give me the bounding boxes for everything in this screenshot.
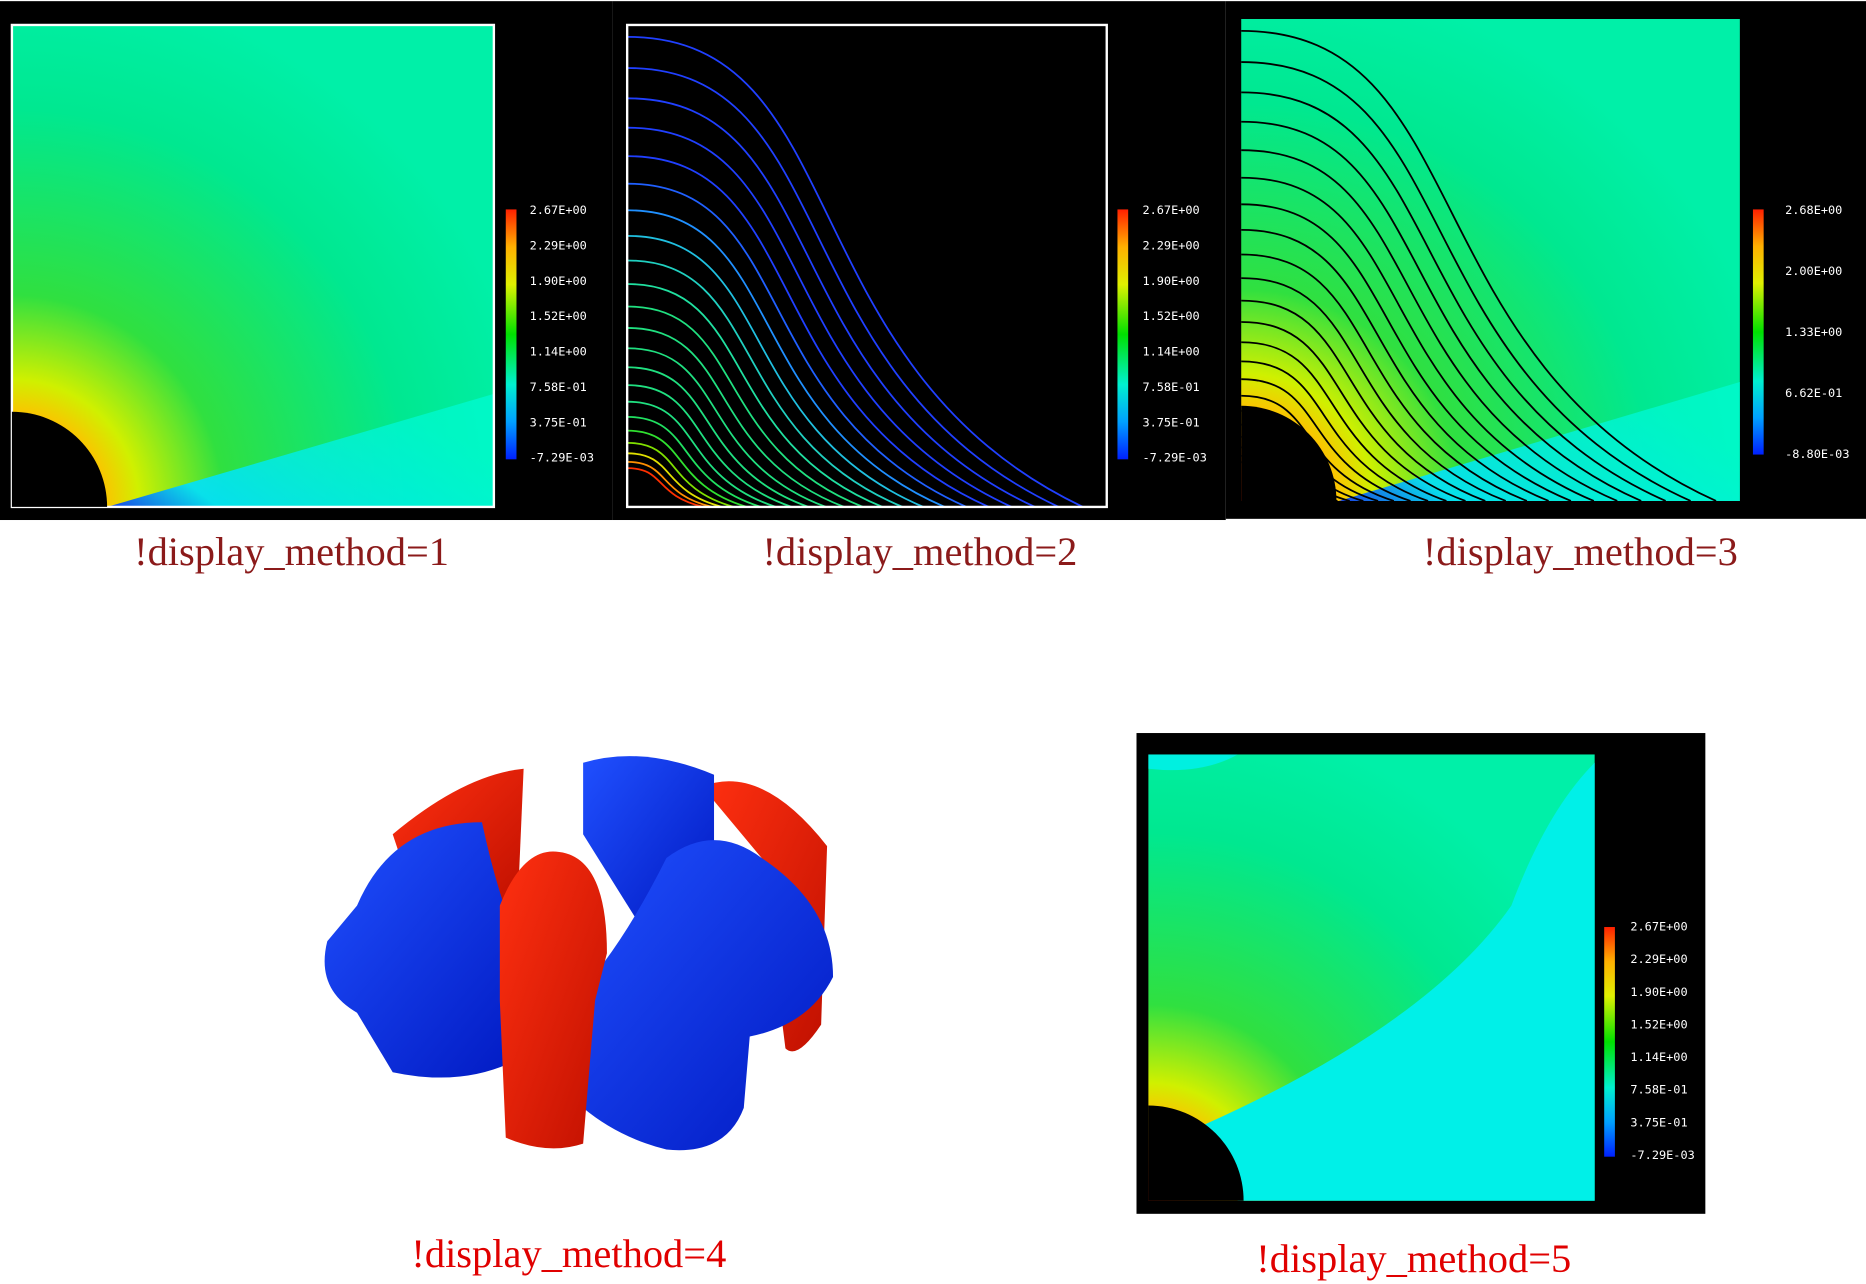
caption: !display_method=3 — [1423, 529, 1738, 574]
colorbar-label: 2.00E+00 — [1785, 264, 1842, 278]
contours — [627, 35, 1084, 508]
caption: !display_method=5 — [1256, 1236, 1571, 1281]
colorbar-label: -8.80E-03 — [1785, 447, 1849, 461]
contour-line — [1241, 360, 1429, 502]
colorbar-label: 1.14E+00 — [1630, 1050, 1687, 1064]
plot-frame — [625, 23, 1108, 509]
colorbar-label: 3.75E-01 — [1142, 415, 1199, 429]
contour-line — [1241, 91, 1667, 502]
contour-line — [1241, 378, 1411, 502]
contour-line — [627, 182, 967, 508]
contour-line — [627, 283, 883, 508]
contour-line — [627, 384, 793, 508]
contour-line — [1241, 149, 1618, 502]
contour-line — [627, 209, 946, 508]
contour-line — [1241, 321, 1466, 502]
field-low — [1201, 762, 1595, 1201]
contour-line — [1241, 299, 1486, 502]
contour-line — [627, 452, 723, 508]
contour-line — [627, 416, 762, 508]
colorbar — [1604, 927, 1615, 1157]
colorbar-label: 7.58E-01 — [1142, 380, 1199, 394]
contour-line — [1241, 229, 1549, 502]
contour-line — [627, 460, 713, 508]
colorbar-label: 2.67E+00 — [530, 203, 587, 217]
colorbar-label: 7.58E-01 — [1630, 1083, 1687, 1097]
caption: !display_method=2 — [762, 529, 1077, 574]
colorbar-label: 3.75E-01 — [1630, 1115, 1687, 1129]
colorbar — [1752, 209, 1764, 455]
contour-line — [627, 305, 864, 508]
colorbar-label: 3.75E-01 — [530, 415, 587, 429]
plot-frame — [10, 23, 496, 509]
colorbar-label: 1.14E+00 — [530, 345, 587, 359]
colorbar-label: 1.33E+00 — [1785, 325, 1842, 339]
colorbar-label: 2.29E+00 — [530, 238, 587, 252]
hole — [1148, 1105, 1244, 1201]
contour-line — [1241, 61, 1691, 502]
colorbar-label: 1.90E+00 — [530, 274, 587, 288]
contour-line — [627, 155, 990, 508]
contour-line — [1241, 30, 1717, 502]
hole — [1241, 405, 1337, 501]
colorbar-label: 1.14E+00 — [1142, 345, 1199, 359]
colorbar — [505, 209, 517, 460]
contour-line — [627, 400, 777, 508]
contour-line — [627, 35, 1084, 508]
hole — [11, 411, 108, 507]
colorbar-label: 1.52E+00 — [1142, 309, 1199, 323]
contour-line — [1241, 341, 1447, 502]
field-corner — [1148, 754, 1238, 771]
panel-bg — [612, 1, 1226, 521]
contour-line — [1241, 203, 1572, 502]
colorbar-label: 2.67E+00 — [1630, 920, 1687, 934]
colorbar-label: 6.62E-01 — [1785, 386, 1842, 400]
colorbar-label: -7.29E-03 — [1630, 1148, 1694, 1162]
colorbar-label: 1.90E+00 — [1630, 985, 1687, 999]
contour-line — [627, 126, 1012, 508]
colorbar-label: 1.52E+00 — [530, 309, 587, 323]
colorbar-label: 2.29E+00 — [1630, 952, 1687, 966]
colorbar-label: 1.52E+00 — [1630, 1017, 1687, 1031]
colorbar-label: 7.58E-01 — [530, 380, 587, 394]
contour-line — [1241, 277, 1507, 502]
colorbar — [1117, 209, 1129, 460]
contour-line — [627, 234, 924, 508]
contour-line — [627, 97, 1036, 508]
contour-line — [1241, 176, 1595, 502]
colorbar-label: 1.90E+00 — [1142, 274, 1199, 288]
contour-line — [627, 366, 809, 508]
contour-line — [627, 441, 735, 508]
contour-line — [627, 67, 1060, 508]
contour-line — [627, 467, 704, 508]
contour-line — [1241, 120, 1642, 502]
contour-line — [627, 347, 827, 508]
isosurface — [324, 756, 834, 1151]
contour-line — [1241, 253, 1528, 502]
contour-line — [627, 327, 845, 508]
colorbar-label: -7.29E-03 — [1142, 451, 1206, 465]
colorbar-label: -7.29E-03 — [530, 451, 594, 465]
contour-line — [627, 429, 748, 508]
contour-line — [627, 259, 904, 508]
caption: !display_method=1 — [134, 529, 449, 574]
field-low — [107, 393, 494, 507]
colorbar-label: 2.68E+00 — [1785, 203, 1842, 217]
colorbar-label: 2.67E+00 — [1142, 203, 1199, 217]
colorbar-label: 2.29E+00 — [1142, 238, 1199, 252]
caption: !display_method=4 — [411, 1231, 726, 1276]
